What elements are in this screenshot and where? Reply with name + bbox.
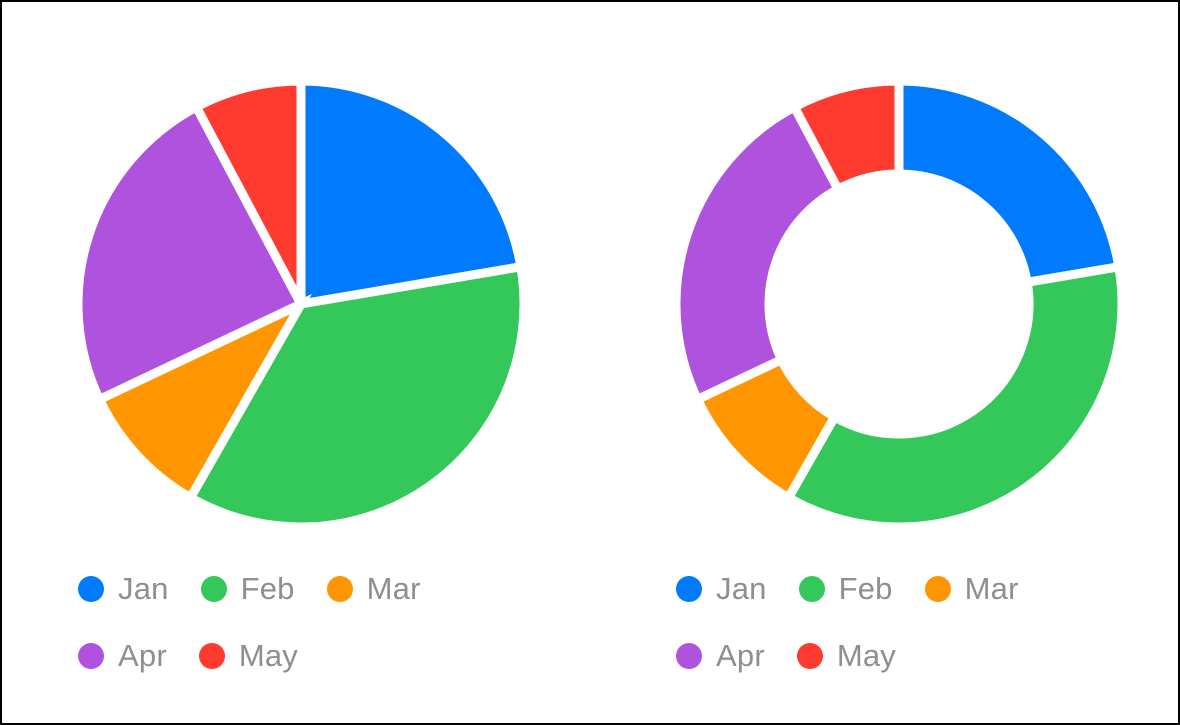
pie-chart-legend: Jan Feb Mar Apr May (78, 564, 558, 698)
legend-label-apr: Apr (716, 638, 765, 673)
legend-label-feb: Feb (240, 571, 295, 606)
pie-chart (73, 76, 529, 532)
legend-swatch-jan (78, 576, 104, 602)
legend-item-mar: Mar (924, 571, 1019, 607)
legend-item-may: May (796, 638, 897, 674)
legend-label-mar: Mar (366, 571, 421, 606)
legend-label-mar: Mar (964, 571, 1019, 606)
legend-label-jan: Jan (716, 571, 767, 606)
slice-feb (782, 261, 1127, 532)
slice-mar (93, 293, 312, 504)
slice-jan (894, 76, 1125, 288)
legend-item-jan: Jan (676, 571, 767, 607)
legend-label-jan: Jan (118, 571, 169, 606)
legend-item-may: May (198, 638, 299, 674)
legend-swatch-apr (676, 643, 702, 669)
legend-row: Jan Feb Mar (676, 564, 1156, 614)
legend-swatch-mar (924, 576, 951, 602)
legend-swatch-may (796, 643, 823, 669)
legend-swatch-may (198, 643, 225, 669)
legend-swatch-jan (676, 576, 702, 602)
legend-swatch-feb (200, 576, 227, 602)
legend-item-apr: Apr (78, 638, 167, 674)
legend-label-may: May (238, 638, 299, 673)
donut-chart (671, 76, 1127, 532)
pie-chart-panel: Jan Feb Mar Apr May (2, 2, 582, 723)
donut-chart-panel: Jan Feb Mar Apr May (600, 2, 1180, 723)
legend-swatch-mar (326, 576, 353, 602)
legend-item-mar: Mar (326, 571, 421, 607)
legend-row: Apr May (676, 631, 1156, 681)
slice-apr (73, 100, 308, 406)
legend-swatch-feb (798, 576, 825, 602)
legend-item-jan: Jan (78, 571, 169, 607)
legend-swatch-apr (78, 643, 104, 669)
slice-jan (296, 76, 527, 310)
slice-may (788, 76, 904, 196)
slice-may (190, 76, 306, 307)
slice-apr (671, 100, 845, 406)
legend-label-apr: Apr (118, 638, 167, 673)
legend-item-feb: Feb (798, 571, 893, 607)
legend-item-feb: Feb (200, 571, 295, 607)
slice-feb (184, 261, 529, 532)
legend-row: Jan Feb Mar (78, 564, 558, 614)
legend-item-apr: Apr (676, 638, 765, 674)
legend-label-may: May (836, 638, 897, 673)
donut-chart-legend: Jan Feb Mar Apr May (676, 564, 1156, 698)
legend-row: Apr May (78, 631, 558, 681)
legend-label-feb: Feb (838, 571, 893, 606)
